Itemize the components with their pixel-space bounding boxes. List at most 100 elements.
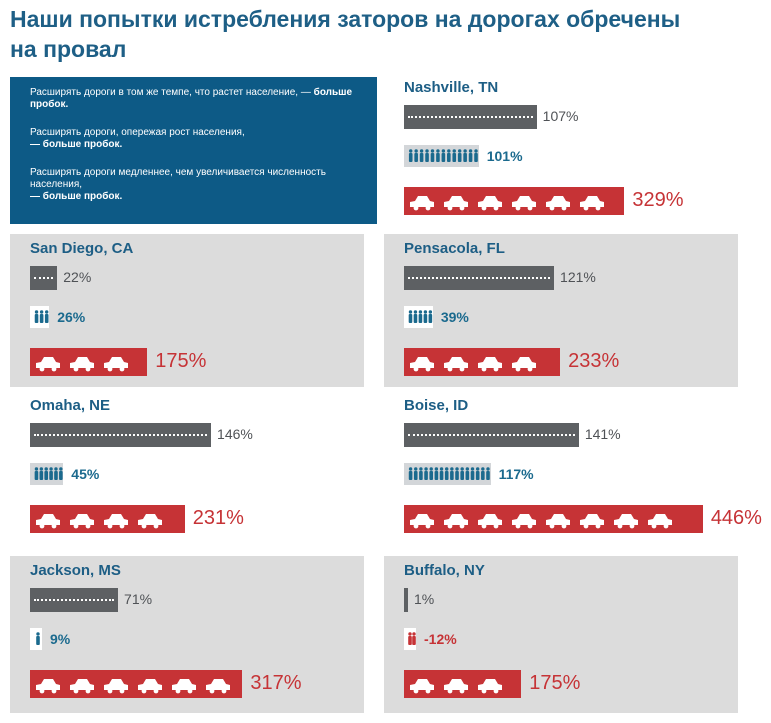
road-lane-line [34, 599, 115, 601]
legend-box: Расширять дороги в том же темпе, что рас… [10, 77, 377, 224]
car-icons [410, 357, 536, 372]
person-icon [34, 467, 39, 480]
car-wheel-icon [221, 688, 227, 694]
car-wheel-icon [459, 205, 465, 211]
city-panel: Pensacola, FL 121% 39% 233% [384, 234, 738, 387]
car-wheel-icon [447, 366, 453, 372]
person-icon [447, 149, 451, 162]
car-wheel-icon [51, 688, 57, 694]
car-icon [172, 679, 196, 690]
person-icon [450, 467, 454, 480]
car-wheel-icon [527, 366, 533, 372]
person-icon [486, 467, 490, 480]
car-icon [444, 357, 468, 368]
congestion-pct-label: 233% [568, 350, 620, 372]
car-wheel-icon [39, 688, 45, 694]
person-icon [36, 632, 40, 645]
car-icon [70, 514, 94, 525]
person-icon [441, 149, 446, 162]
road-pct-label: 71% [124, 591, 153, 607]
person-icon [408, 632, 412, 645]
population-bar [30, 628, 42, 650]
car-icon [512, 196, 536, 207]
car-icon [512, 357, 536, 368]
person-icon [463, 149, 467, 162]
car-icon [138, 514, 162, 525]
car-icons [410, 196, 604, 211]
car-icon [104, 679, 128, 690]
person-icon [428, 310, 433, 323]
population-bar [30, 306, 50, 328]
person-icon [413, 310, 418, 323]
person-icon [430, 149, 435, 162]
car-wheel-icon [153, 523, 159, 529]
car-icon [444, 196, 468, 207]
road-pct-label: 121% [560, 269, 596, 285]
population-bar [404, 145, 479, 167]
congestion-pct-label: 317% [250, 672, 302, 694]
person-icon [460, 467, 464, 480]
population-bar [404, 306, 433, 328]
people-icons [34, 310, 49, 323]
person-icon [419, 467, 423, 480]
congestion-bar [30, 505, 185, 533]
person-icon [418, 310, 423, 323]
congestion-bar [404, 348, 561, 376]
person-icon [414, 149, 418, 162]
car-icon [580, 514, 604, 525]
person-icon [412, 632, 416, 645]
car-wheel-icon [141, 688, 147, 694]
car-wheel-icon [481, 366, 487, 372]
person-icon [425, 149, 429, 162]
person-icon [408, 467, 413, 480]
congestion-bar [30, 670, 243, 698]
car-wheel-icon [561, 205, 567, 211]
city-panel: Buffalo, NY 1% -12% 175% [384, 556, 738, 713]
road-pct-label: 1% [414, 591, 435, 607]
car-wheel-icon [425, 366, 431, 372]
car-icon [410, 679, 434, 690]
population-pct-label: 9% [50, 631, 71, 647]
car-wheel-icon [119, 366, 125, 372]
car-wheel-icon [153, 688, 159, 694]
city-name: San Diego, CA [30, 240, 134, 257]
car-icon [546, 196, 570, 207]
person-icon [59, 467, 63, 480]
car-icon [206, 679, 230, 690]
car-wheel-icon [447, 523, 453, 529]
person-icon [474, 149, 478, 162]
road-lane-line [408, 434, 575, 436]
car-icon [478, 357, 502, 368]
car-wheel-icon [413, 523, 419, 529]
car-wheel-icon [119, 523, 125, 529]
person-icon [436, 149, 440, 162]
person-icon [434, 467, 439, 480]
person-icon [424, 467, 428, 480]
city-name: Buffalo, NY [404, 562, 485, 579]
people-icons [408, 467, 490, 480]
person-icon [429, 467, 434, 480]
car-wheel-icon [425, 523, 431, 529]
legend-bold-1: больше пробок. [30, 87, 353, 110]
population-pct-label: 45% [71, 466, 100, 482]
car-wheel-icon [39, 523, 45, 529]
population-bar [404, 463, 491, 485]
car-icon [104, 357, 128, 368]
person-icon [457, 149, 462, 162]
car-wheel-icon [629, 523, 635, 529]
road-lane-line [408, 116, 533, 118]
congestion-pct-label: 175% [155, 350, 207, 372]
car-wheel-icon [425, 205, 431, 211]
car-wheel-icon [447, 205, 453, 211]
legend-item-faster: Расширять дороги, опережая рост населени… [30, 127, 360, 151]
people-icons [408, 149, 478, 162]
car-wheel-icon [595, 523, 601, 529]
people-icons [34, 467, 63, 480]
city-name: Omaha, NE [30, 397, 111, 414]
person-icon [468, 149, 473, 162]
car-icon [580, 196, 604, 207]
car-wheel-icon [39, 366, 45, 372]
car-wheel-icon [595, 205, 601, 211]
person-icon [413, 467, 418, 480]
car-wheel-icon [493, 523, 499, 529]
